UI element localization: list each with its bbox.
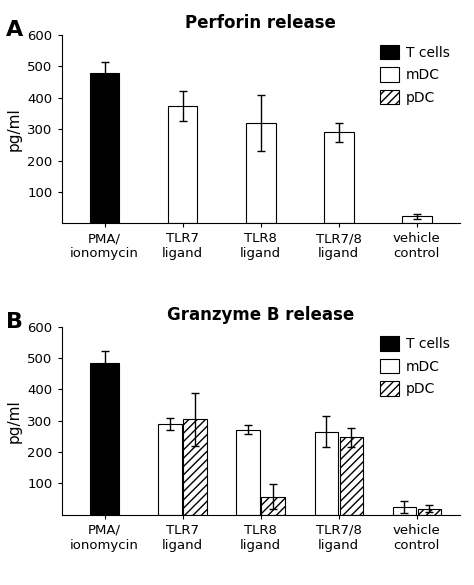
Legend: T cells, mDC, pDC: T cells, mDC, pDC (377, 333, 453, 399)
Text: B: B (6, 312, 23, 332)
Bar (237, 429, 260, 515)
Bar (339, 438, 363, 515)
Y-axis label: pg/ml: pg/ml (7, 399, 22, 443)
Bar (158, 424, 182, 515)
Bar (315, 432, 338, 515)
Bar (246, 123, 275, 223)
Y-axis label: pg/ml: pg/ml (7, 107, 22, 151)
Bar (402, 216, 432, 223)
Legend: T cells, mDC, pDC: T cells, mDC, pDC (377, 42, 453, 107)
Bar (90, 363, 119, 515)
Bar (183, 419, 207, 515)
Bar (418, 508, 441, 515)
Title: Granzyme B release: Granzyme B release (167, 306, 355, 324)
Title: Perforin release: Perforin release (185, 14, 336, 32)
Bar (324, 132, 354, 223)
Text: A: A (6, 20, 23, 40)
Bar (90, 73, 119, 223)
Bar (168, 106, 198, 223)
Bar (392, 507, 416, 515)
Bar (262, 497, 285, 515)
